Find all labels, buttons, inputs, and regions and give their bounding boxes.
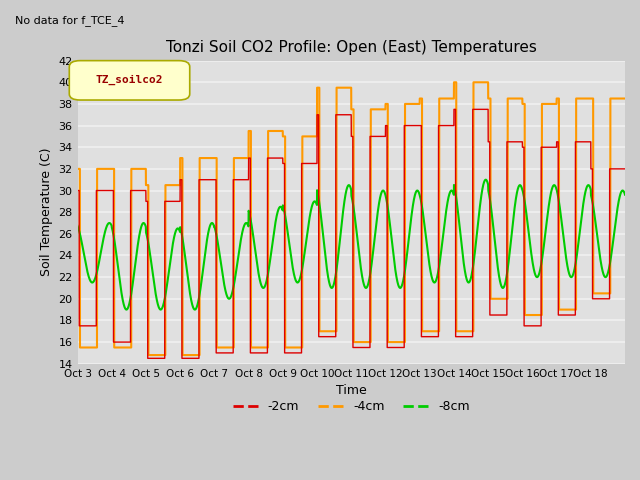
- -2cm: [401, 123, 409, 129]
- -2cm: [543, 144, 550, 150]
- -8cm: [621, 192, 629, 198]
- -8cm: [74, 223, 81, 228]
- -4cm: [145, 352, 152, 358]
- -2cm: [502, 312, 509, 318]
- -4cm: [372, 107, 380, 112]
- Line: -2cm: -2cm: [77, 109, 625, 358]
- -8cm: [529, 259, 536, 264]
- -2cm: [74, 188, 81, 193]
- -4cm: [529, 312, 536, 318]
- -4cm: [450, 79, 458, 85]
- -4cm: [188, 352, 195, 358]
- X-axis label: Time: Time: [336, 384, 367, 397]
- Y-axis label: Soil Temperature (C): Soil Temperature (C): [40, 148, 53, 276]
- -4cm: [621, 96, 629, 101]
- Text: TZ_soilco2: TZ_soilco2: [96, 75, 163, 85]
- -2cm: [144, 355, 152, 361]
- -8cm: [482, 177, 490, 182]
- FancyBboxPatch shape: [69, 60, 189, 100]
- Line: -8cm: -8cm: [77, 180, 625, 310]
- -8cm: [123, 307, 131, 312]
- -8cm: [372, 227, 380, 233]
- -2cm: [372, 133, 380, 139]
- Text: No data for f_TCE_4: No data for f_TCE_4: [15, 15, 125, 26]
- -2cm: [450, 107, 458, 112]
- -4cm: [74, 166, 81, 172]
- -8cm: [543, 220, 550, 226]
- -4cm: [543, 101, 550, 107]
- -8cm: [401, 268, 409, 274]
- -2cm: [621, 166, 629, 172]
- Title: Tonzi Soil CO2 Profile: Open (East) Temperatures: Tonzi Soil CO2 Profile: Open (East) Temp…: [166, 40, 537, 55]
- -2cm: [188, 355, 195, 361]
- Legend: -2cm, -4cm, -8cm: -2cm, -4cm, -8cm: [228, 395, 475, 418]
- -8cm: [502, 279, 509, 285]
- -4cm: [502, 296, 509, 301]
- -2cm: [529, 323, 536, 329]
- -4cm: [401, 339, 409, 345]
- -8cm: [188, 297, 195, 302]
- Line: -4cm: -4cm: [77, 82, 625, 355]
